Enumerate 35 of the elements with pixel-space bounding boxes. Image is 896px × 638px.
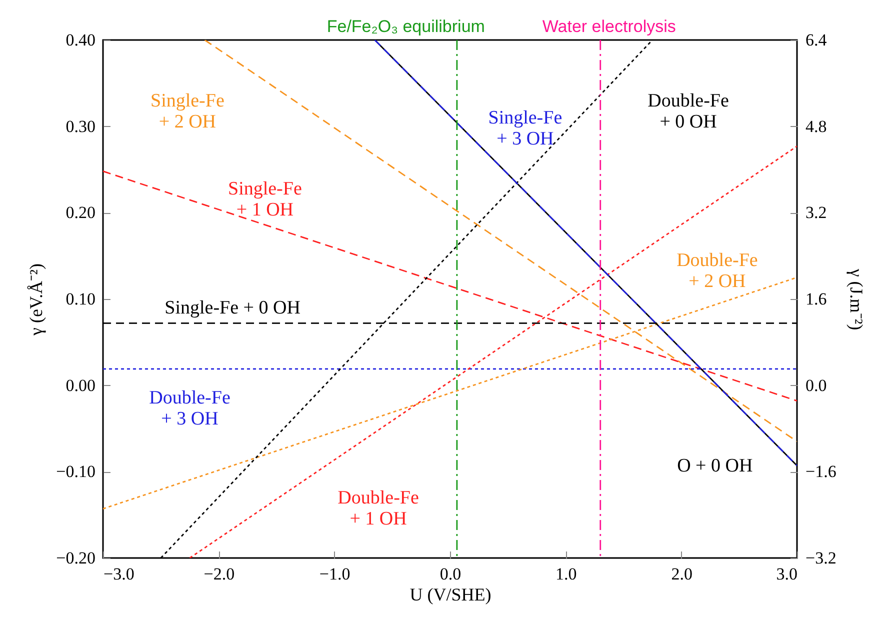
y2-tick-label: 6.4 [806,30,828,50]
x-tick-label: 3.0 [776,564,798,584]
y2-tick-label: −1.6 [806,462,836,482]
y-tick-label: −0.10 [56,462,96,482]
y2-tick-label: −3.2 [806,548,836,568]
x-axis-title: U (V/SHE) [410,584,492,604]
y-tick-label: 0.40 [66,30,96,50]
x-tick-label: 2.0 [671,564,692,584]
ref-line-label: Water electrolysis [542,17,676,36]
y2-tick-label: 4.8 [806,116,827,136]
y2-tick-label: 3.2 [806,203,827,222]
y-tick-label: 0.20 [66,203,96,222]
x-tick-label: −1.0 [319,564,350,584]
y-tick-label: 0.00 [66,376,96,395]
series-label: Double-Fe + 0 OH [648,90,729,132]
x-tick-label: 1.0 [556,564,577,584]
y-axis-title: γ (eV.Å⁻²) [26,263,46,337]
series-label: Single-Fe + 1 OH [228,178,302,220]
y2-tick-label: 0.0 [806,376,827,395]
x-tick-label: −2.0 [204,564,235,584]
y2-tick-label: 1.6 [806,290,827,308]
series-label: Single-Fe + 0 OH [164,298,301,319]
y2-axis-title: γ (J.m⁻²) [846,268,866,330]
y-tick-label: −0.20 [56,548,96,568]
ref-line-label: Fe/Fe₂O₃ equilibrium [326,17,485,36]
y-tick-label: 0.30 [66,116,96,136]
series-label: O + 0 OH [677,456,753,477]
series-label: Double-Fe + 3 OH [149,387,230,430]
x-tick-label: 0.0 [440,564,462,584]
series-label: Double-Fe + 1 OH [338,488,419,530]
series-label: Single-Fe + 2 OH [150,90,224,132]
series-label: Double-Fe + 2 OH [676,250,758,292]
series-label: Single-Fe + 3 OH [488,108,562,150]
x-tick-label: −3.0 [104,564,134,584]
y-tick-label: 0.10 [66,290,96,308]
